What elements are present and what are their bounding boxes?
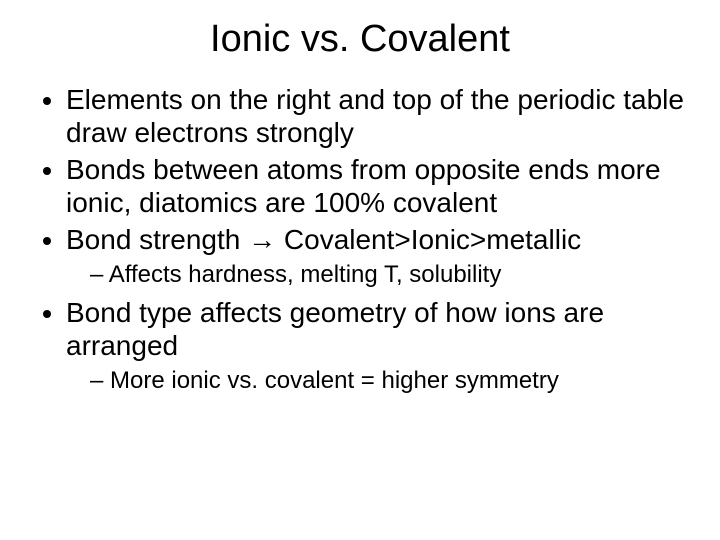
bullet-text: Bond type affects geometry of how ions a…	[66, 297, 604, 361]
bullet-text: Elements on the right and top of the per…	[66, 84, 684, 148]
bullet-item: Elements on the right and top of the per…	[66, 83, 690, 149]
bullet-item: Bond strength → Covalent>Ionic>metallic …	[66, 223, 690, 290]
sub-bullet-text: More ionic vs. covalent = higher symmetr…	[110, 367, 559, 394]
sub-bullet-list: More ionic vs. covalent = higher symmetr…	[66, 366, 690, 396]
sub-bullet-item: More ionic vs. covalent = higher symmetr…	[90, 366, 690, 396]
sub-bullet-text: Affects hardness, melting T, solubility	[109, 261, 502, 288]
bullet-item: Bonds between atoms from opposite ends m…	[66, 153, 690, 219]
bullet-list: Elements on the right and top of the per…	[30, 83, 690, 396]
sub-bullet-item: Affects hardness, melting T, solubility	[90, 260, 690, 290]
bullet-text: Bonds between atoms from opposite ends m…	[66, 154, 661, 218]
bullet-item: Bond type affects geometry of how ions a…	[66, 296, 690, 396]
slide-title: Ionic vs. Covalent	[30, 18, 690, 61]
slide: Ionic vs. Covalent Elements on the right…	[0, 0, 720, 540]
sub-bullet-list: Affects hardness, melting T, solubility	[66, 260, 690, 290]
bullet-text: Bond strength → Covalent>Ionic>metallic	[66, 224, 581, 255]
